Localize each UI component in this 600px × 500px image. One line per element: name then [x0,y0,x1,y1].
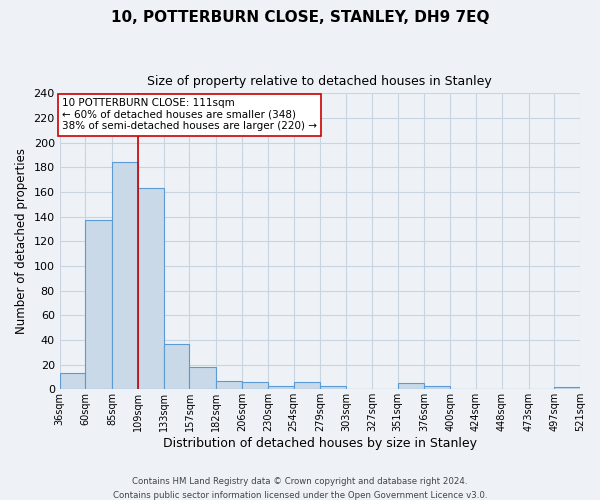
Bar [112,162,138,390]
Title: Size of property relative to detached houses in Stanley: Size of property relative to detached ho… [148,75,492,88]
X-axis label: Distribution of detached houses by size in Stanley: Distribution of detached houses by size … [163,437,477,450]
Text: 10 POTTERBURN CLOSE: 111sqm
← 60% of detached houses are smaller (348)
38% of se: 10 POTTERBURN CLOSE: 111sqm ← 60% of det… [62,98,317,132]
Bar [138,188,164,390]
Bar [293,382,320,390]
Bar [190,367,217,390]
Text: 10, POTTERBURN CLOSE, STANLEY, DH9 7EQ: 10, POTTERBURN CLOSE, STANLEY, DH9 7EQ [111,10,489,25]
Bar [85,220,112,390]
Text: Contains HM Land Registry data © Crown copyright and database right 2024.
Contai: Contains HM Land Registry data © Crown c… [113,478,487,500]
Bar [164,344,190,390]
Y-axis label: Number of detached properties: Number of detached properties [15,148,28,334]
Bar [217,380,242,390]
Bar [554,387,580,390]
Bar [424,386,450,390]
Bar [320,386,346,390]
Bar [398,383,424,390]
Bar [242,382,268,390]
Bar [268,386,293,390]
Bar [59,374,85,390]
